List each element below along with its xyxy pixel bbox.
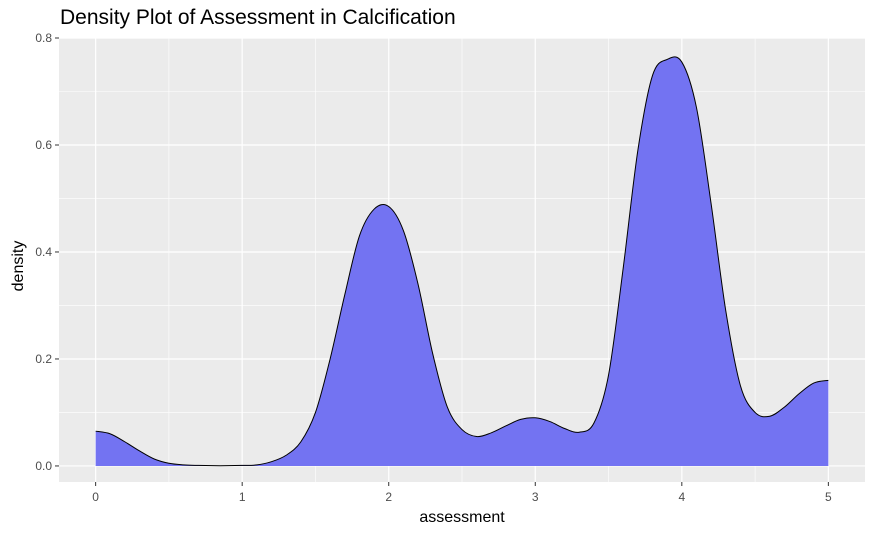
y-tick-label: 0.8 <box>35 31 52 45</box>
x-tick-label: 1 <box>239 490 246 504</box>
y-tick-label: 0.0 <box>35 459 52 473</box>
x-tick-label: 0 <box>92 490 99 504</box>
density-line <box>95 56 829 467</box>
x-tick-label: 2 <box>385 490 392 504</box>
chart-title: Density Plot of Assessment in Calcificat… <box>60 6 456 29</box>
y-tick-label: 0.6 <box>35 138 52 152</box>
density-area <box>95 56 829 466</box>
x-axis-title: assessment <box>419 509 505 526</box>
x-tick-label: 3 <box>532 490 539 504</box>
y-axis-title: density <box>10 240 27 292</box>
x-tick-label: 4 <box>678 490 685 504</box>
y-tick-label: 0.4 <box>35 245 52 259</box>
y-tick-label: 0.2 <box>35 352 52 366</box>
x-tick-label: 5 <box>825 490 832 504</box>
